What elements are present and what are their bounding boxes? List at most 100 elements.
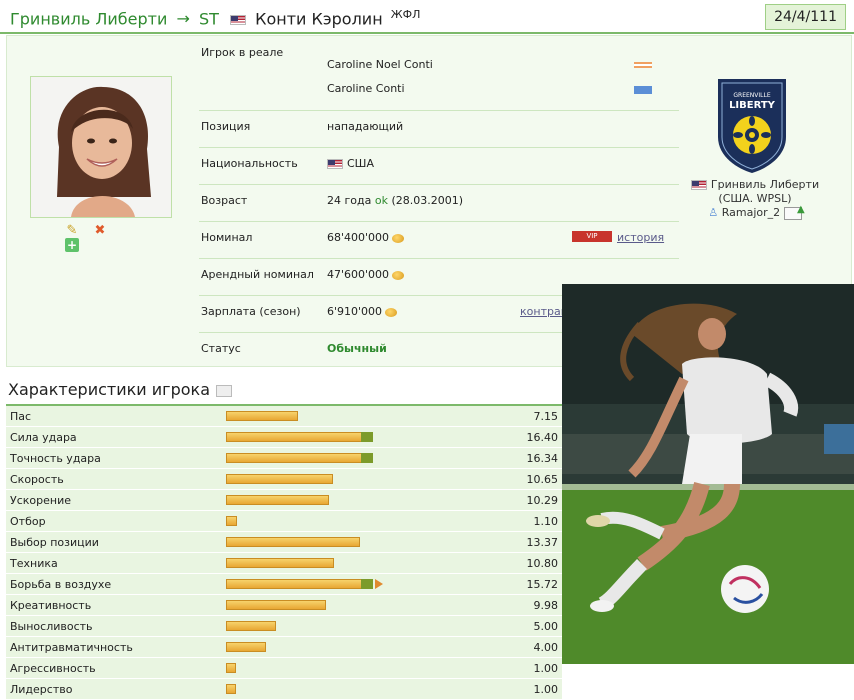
salary-amount: 6'910'000: [327, 305, 383, 318]
edit-pencil-icon[interactable]: ✎: [66, 223, 78, 238]
add-plus-icon[interactable]: +: [65, 238, 79, 252]
real-name-full: Caroline Noel Conti: [327, 58, 433, 71]
salary-value: 6'910'000: [327, 305, 398, 318]
coin-icon: [392, 270, 405, 280]
characteristic-bonus-bar: [361, 579, 373, 589]
usa-flag-icon: [690, 180, 707, 190]
position-label: Позиция: [201, 120, 251, 133]
characteristic-row: Сила удара 16.40: [6, 427, 562, 448]
characteristic-label: Лидерство: [10, 683, 73, 696]
row-age: Возраст 24 года ok (28.03.2001): [199, 184, 679, 222]
nationality-value: США: [327, 157, 374, 170]
score-badge: 24/4/111: [765, 4, 846, 30]
league-tag: ЖФЛ: [390, 8, 421, 21]
player-portrait-image: [31, 77, 171, 217]
characteristic-value: 1.00: [533, 662, 559, 675]
row-rent-nominal: Арендный номинал 47'600'000: [199, 258, 679, 296]
nominal-amount: 68'400'000: [327, 231, 390, 244]
characteristic-row: Борьба в воздухе 15.72: [6, 574, 562, 595]
age-years: 24 года: [327, 194, 372, 207]
mail-icon[interactable]: ▲: [783, 204, 805, 220]
characteristic-row: Антитравматичность 4.00: [6, 637, 562, 658]
mail-arrow-icon: ▲: [796, 203, 805, 215]
characteristic-value: 1.00: [533, 683, 559, 696]
age-label: Возраст: [201, 194, 248, 207]
status-label: Статус: [201, 342, 241, 355]
characteristic-row: Креативность 9.98: [6, 595, 562, 616]
user-icon: ♙: [708, 206, 719, 219]
club-logo[interactable]: GREENVILLE LIBERTY: [714, 75, 790, 175]
club-link[interactable]: Гринвиль Либерти: [10, 9, 168, 29]
characteristic-value: 7.15: [533, 410, 559, 423]
delete-x-icon[interactable]: ✖: [94, 223, 106, 238]
characteristic-row: Выносливость 5.00: [6, 616, 562, 637]
player-photo: [30, 76, 172, 218]
action-photo: [562, 284, 854, 664]
usa-flag-icon: [327, 159, 343, 169]
position-value: нападающий: [327, 120, 404, 133]
characteristic-row: Техника 10.80: [6, 553, 562, 574]
row-salary: Зарплата (сезон) 6'910'000 контракт: [199, 295, 679, 333]
characteristic-bonus-bar: [361, 453, 373, 463]
characteristic-bar: [226, 516, 237, 526]
club-side-name[interactable]: Гринвиль Либерти: [710, 178, 820, 191]
characteristic-row: Лидерство 1.00: [6, 679, 562, 700]
manager-name[interactable]: Ramajor_2: [721, 206, 781, 219]
characteristic-row: Агрессивность 1.00: [6, 658, 562, 679]
source-flag-icon: [634, 62, 652, 68]
coin-icon: [385, 307, 398, 317]
characteristic-value: 16.34: [526, 452, 559, 465]
characteristic-value: 5.00: [533, 620, 559, 633]
characteristic-label: Антитравматичность: [10, 641, 133, 654]
row-status: Статус Обычный: [199, 332, 679, 369]
characteristic-bar: [226, 600, 326, 610]
characteristic-row: Выбор позиции 13.37: [6, 532, 562, 553]
real-name-short: Caroline Conti: [327, 82, 405, 95]
contract-link[interactable]: контракт: [520, 305, 574, 318]
row-nationality: Национальность США: [199, 147, 679, 185]
growth-arrow-icon: [375, 579, 383, 589]
characteristic-label: Техника: [10, 557, 58, 570]
player-name: Конти Кэролин: [255, 9, 383, 29]
club-side-league: (США. WPSL): [718, 192, 792, 205]
club-side-name-line: Гринвиль Либерти: [660, 178, 850, 192]
characteristics-title-text: Характеристики игрока: [8, 380, 210, 399]
characteristic-value: 15.72: [526, 578, 559, 591]
characteristic-label: Выбор позиции: [10, 536, 99, 549]
salary-label: Зарплата (сезон): [201, 305, 301, 318]
vip-badge[interactable]: VIP: [572, 231, 612, 242]
logo-text-2: LIBERTY: [729, 100, 776, 111]
characteristic-bar: [226, 411, 298, 421]
club-side-info: Гринвиль Либерти (США. WPSL) ♙ Ramajor_2…: [660, 178, 850, 220]
characteristic-bonus-bar: [361, 432, 373, 442]
age-ok: ok: [374, 194, 388, 207]
characteristic-bar: [226, 453, 373, 463]
breadcrumb-arrow: →: [176, 9, 190, 29]
characteristic-label: Борьба в воздухе: [10, 578, 112, 591]
nominal-label: Номинал: [201, 231, 253, 244]
characteristic-bar: [226, 537, 360, 547]
page-header: Гринвиль Либерти → ST Конти Кэролин ЖФЛ …: [0, 0, 854, 34]
characteristic-value: 9.98: [533, 599, 559, 612]
characteristics-title: Характеристики игрока: [8, 380, 232, 399]
position-link[interactable]: ST: [198, 9, 219, 29]
history-link[interactable]: история: [617, 231, 665, 244]
characteristic-label: Точность удара: [10, 452, 101, 465]
characteristic-label: Скорость: [10, 473, 64, 486]
nationality-text: США: [347, 157, 374, 170]
characteristic-row: Скорость 10.65: [6, 469, 562, 490]
row-nominal: Номинал 68'400'000 VIP история: [199, 221, 679, 259]
real-player-label: Игрок в реале: [201, 46, 284, 59]
table-icon[interactable]: [216, 384, 232, 397]
characteristic-value: 16.40: [526, 431, 559, 444]
characteristic-label: Отбор: [10, 515, 46, 528]
characteristic-bar: [226, 432, 373, 442]
coin-icon: [392, 233, 405, 243]
row-real-player: Игрок в реале Caroline Noel Conti Caroli…: [199, 36, 679, 111]
club-side-manager-line: ♙ Ramajor_2 ▲: [660, 204, 850, 220]
characteristic-label: Агрессивность: [10, 662, 96, 675]
characteristic-row: Точность удара 16.34: [6, 448, 562, 469]
age-value: 24 года ok (28.03.2001): [327, 194, 463, 207]
action-photo-image: [562, 284, 854, 664]
birth-date: (28.03.2001): [391, 194, 464, 207]
